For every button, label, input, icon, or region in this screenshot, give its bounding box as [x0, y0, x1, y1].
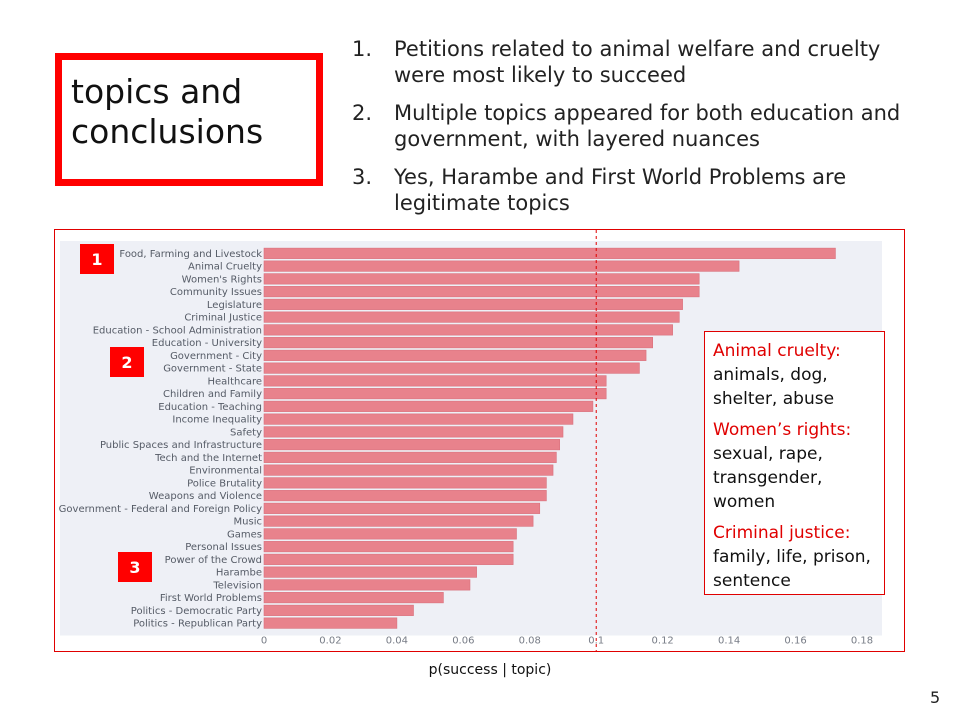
bar	[263, 273, 700, 285]
bar	[263, 451, 557, 463]
x-tick-label: 0.18	[851, 636, 873, 647]
bar	[263, 515, 534, 527]
category-label: Politics - Republican Party	[133, 619, 262, 630]
bar	[263, 592, 444, 604]
category-label: Environmental	[189, 466, 262, 477]
category-label: Government - Federal and Foreign Policy	[59, 504, 262, 515]
category-label: Community Issues	[170, 287, 262, 298]
conclusion-item: 2. Multiple topics appeared for both edu…	[352, 100, 932, 152]
bar	[263, 604, 414, 616]
topic-keywords-box: Animal cruelty: animals, dog, shelter, a…	[704, 331, 885, 595]
conclusions-list: 1. Petitions related to animal welfare a…	[352, 36, 932, 228]
bar	[263, 388, 607, 400]
category-label: Public Spaces and Infrastructure	[100, 440, 262, 451]
category-label: Police Brutality	[187, 478, 262, 489]
category-label: Education - School Administration	[93, 325, 262, 336]
bar	[263, 337, 654, 349]
bar	[263, 579, 471, 591]
annotation-group: Women’s rights: sexual, rape, transgende…	[713, 419, 876, 514]
bar	[263, 286, 700, 298]
category-label: Weapons and Violence	[149, 491, 262, 502]
bar	[263, 298, 683, 310]
category-label: Legislature	[207, 300, 262, 311]
bar	[263, 400, 594, 412]
x-tick-label: 0	[261, 636, 267, 647]
bar	[263, 528, 517, 540]
x-tick-label: 0.02	[319, 636, 341, 647]
bar	[263, 375, 607, 387]
bar	[263, 490, 547, 502]
annotation-label: Criminal justice:	[713, 523, 851, 543]
x-tick-label: 0.08	[519, 636, 541, 647]
category-label: Criminal Justice	[184, 313, 262, 324]
annotation-words: animals, dog, shelter, abuse	[713, 365, 835, 409]
conclusion-number: 1.	[352, 37, 373, 61]
category-label: Education - Teaching	[158, 402, 262, 413]
conclusion-number: 2.	[352, 101, 373, 125]
x-tick-label: 0.14	[718, 636, 740, 647]
category-label: Women's Rights	[182, 274, 262, 285]
bar	[263, 413, 574, 425]
badge-3: 3	[118, 552, 152, 582]
title-box: topics and conclusions	[55, 53, 323, 186]
badge-2: 2	[110, 347, 144, 377]
category-label: Government - State	[163, 364, 262, 375]
x-axis-title: p(success | topic)	[428, 662, 552, 678]
category-label: First World Problems	[160, 593, 262, 604]
bar	[263, 247, 836, 259]
bar	[263, 566, 477, 578]
bar	[263, 553, 514, 565]
conclusion-item: 1. Petitions related to animal welfare a…	[352, 36, 932, 88]
bar	[263, 477, 547, 489]
x-tick-label: 0.16	[784, 636, 806, 647]
category-label: Government - City	[170, 351, 262, 362]
bar	[263, 541, 514, 553]
category-label: Personal Issues	[185, 542, 262, 553]
bar	[263, 311, 680, 323]
annotation-group: Animal cruelty: animals, dog, shelter, a…	[713, 340, 876, 411]
conclusion-number: 3.	[352, 165, 373, 189]
category-label: Politics - Democratic Party	[131, 606, 262, 617]
page-number: 5	[930, 688, 941, 707]
category-label: Television	[212, 580, 262, 591]
bar	[263, 349, 647, 361]
category-label: Music	[234, 517, 262, 528]
slide-title: topics and conclusions	[71, 72, 264, 151]
annotation-label: Animal cruelty:	[713, 341, 841, 361]
conclusion-item: 3. Yes, Harambe and First World Problems…	[352, 164, 932, 216]
category-label: Safety	[230, 427, 262, 438]
bar	[263, 502, 541, 514]
category-label: Food, Farming and Livestock	[119, 249, 262, 260]
category-label: Children and Family	[163, 389, 262, 400]
bar	[263, 464, 554, 476]
bar	[263, 324, 673, 336]
category-label: Games	[227, 529, 262, 540]
category-label: Healthcare	[207, 376, 262, 387]
bar	[263, 362, 640, 374]
category-label: Tech and the Internet	[154, 453, 262, 464]
badge-1: 1	[80, 244, 114, 274]
conclusion-text: Petitions related to animal welfare and …	[394, 37, 881, 87]
bar	[263, 439, 560, 451]
annotation-words: family, life, prison, sentence	[713, 547, 871, 591]
x-tick-label: 0.04	[386, 636, 408, 647]
category-label: Income Inequality	[172, 415, 262, 426]
x-tick-label: 0.06	[452, 636, 474, 647]
annotation-group: Criminal justice: family, life, prison, …	[713, 522, 876, 593]
category-label: Harambe	[216, 568, 262, 579]
category-label: Education - University	[152, 338, 262, 349]
conclusion-text: Yes, Harambe and First World Problems ar…	[394, 165, 847, 215]
conclusion-text: Multiple topics appeared for both educat…	[394, 101, 901, 151]
category-label: Power of the Crowd	[165, 555, 262, 566]
bar	[263, 617, 398, 629]
annotation-label: Women’s rights:	[713, 420, 852, 440]
bar	[263, 426, 564, 438]
x-tick-label: 0.12	[652, 636, 674, 647]
annotation-words: sexual, rape, transgender, women	[713, 444, 823, 512]
category-label: Animal Cruelty	[188, 262, 262, 273]
bar	[263, 260, 740, 272]
